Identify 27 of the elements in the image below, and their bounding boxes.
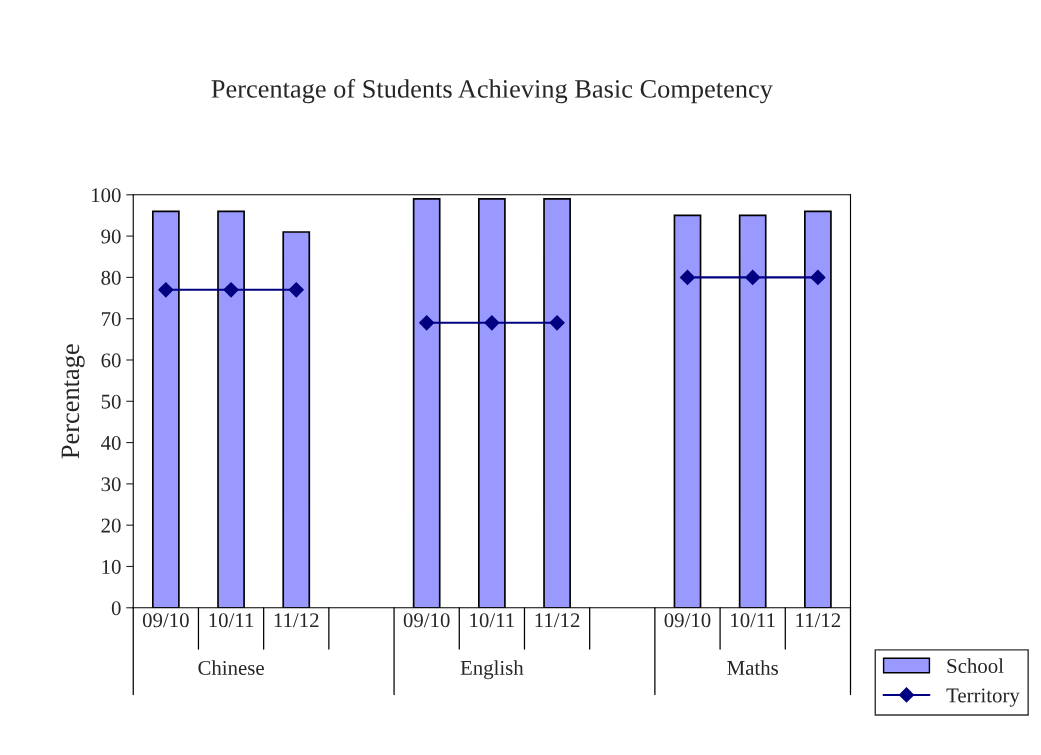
x-tick-label: 09/10 <box>403 613 450 628</box>
x-tick-label: 09/10 <box>142 613 189 628</box>
x-tick-label: 10/11 <box>209 613 254 628</box>
y-tick-label: 10 <box>102 559 121 574</box>
y-tick-label: 80 <box>101 270 121 285</box>
x-tick-label: 10/11 <box>731 613 775 628</box>
y-tick-label: 100 <box>92 188 121 203</box>
y-tick-label: 30 <box>101 477 121 492</box>
chart-title: Percentage of Students Achieving Basic Competency <box>211 78 773 104</box>
text: English <box>460 660 524 680</box>
text: Chinese <box>198 660 264 675</box>
y-tick-label: 60 <box>101 353 121 368</box>
x-tick-label: 11/12 <box>535 613 580 628</box>
x-tick-label: 11/12 <box>274 613 319 628</box>
text: Maths <box>727 660 778 675</box>
legend-label: School <box>947 658 1004 673</box>
y-tick-label: 90 <box>101 229 121 244</box>
y-tick-label: 70 <box>101 312 121 327</box>
x-tick-label: 11/12 <box>796 613 841 628</box>
y-axis-title: Percentage <box>61 344 85 459</box>
y-tick-label: 20 <box>101 518 121 533</box>
x-tick-label: 10/11 <box>470 613 514 628</box>
y-tick-label: 40 <box>101 435 121 451</box>
legend-label: Territory <box>946 688 1020 707</box>
x-tick-label: 09/10 <box>664 613 711 628</box>
y-tick-label: 0 <box>111 601 121 616</box>
y-tick-label: 50 <box>101 394 121 409</box>
